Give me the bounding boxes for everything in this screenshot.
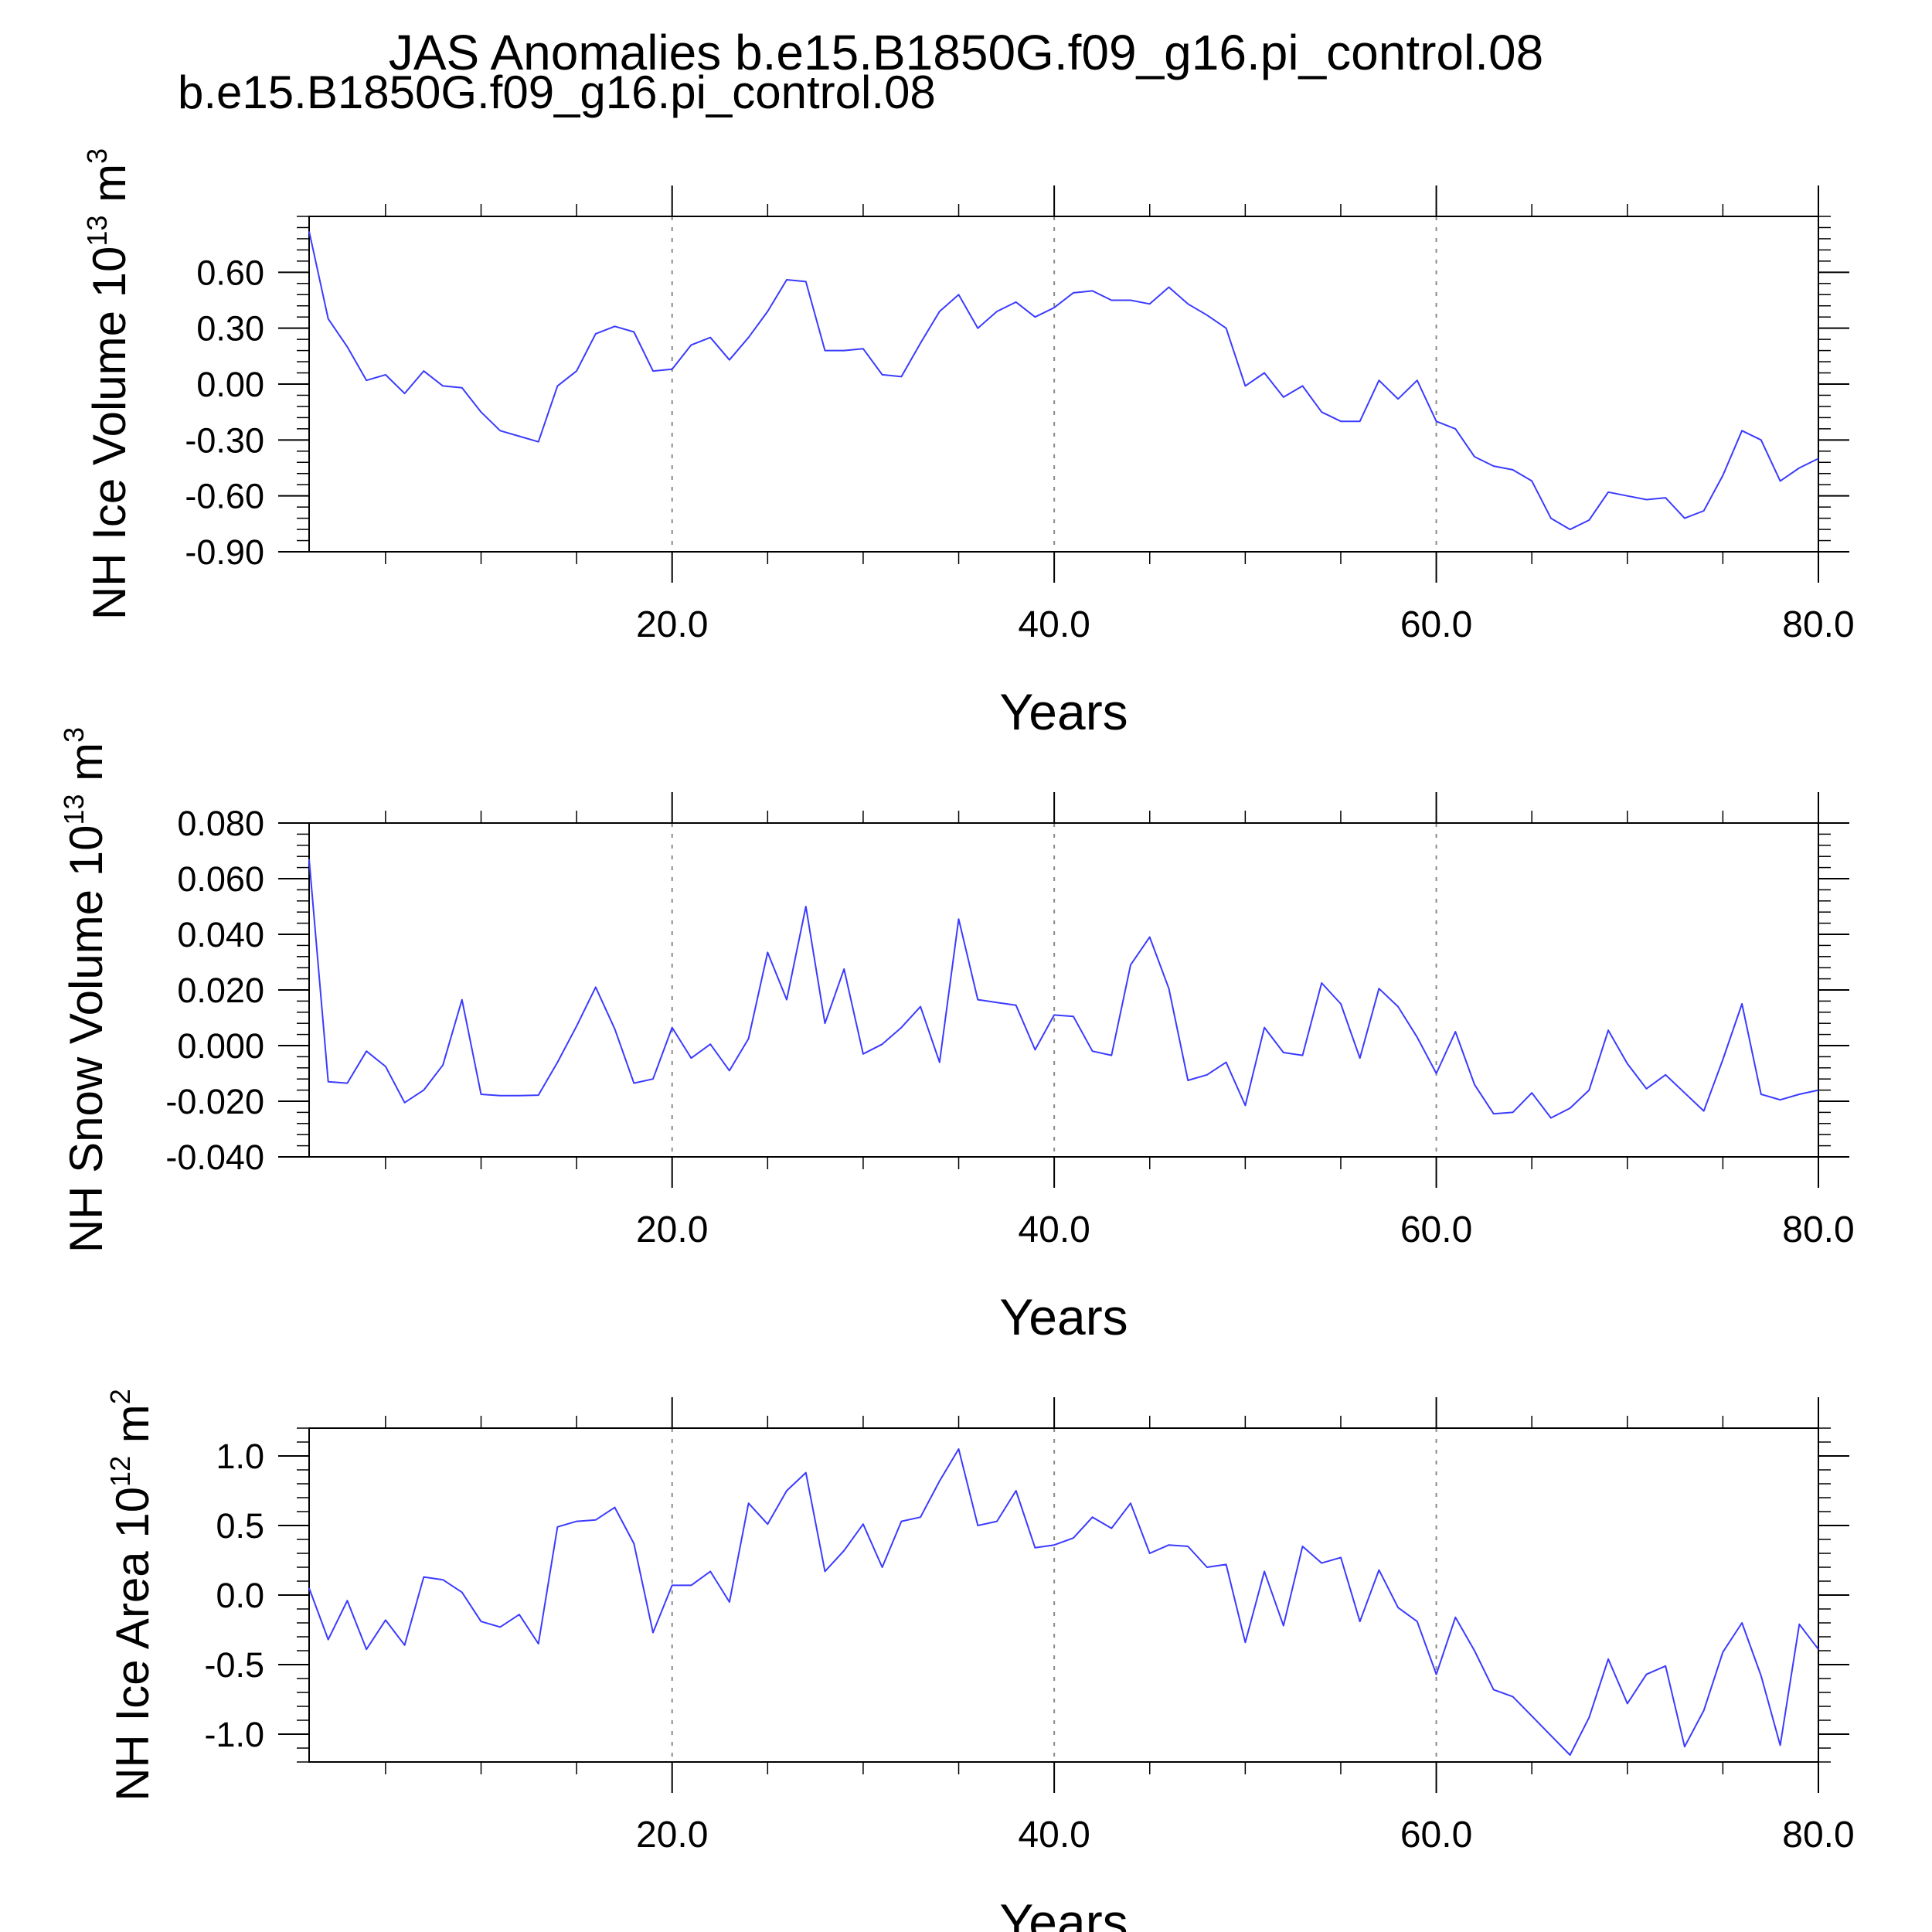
y-tick-label: 1.0: [216, 1437, 264, 1476]
y-tick-label: -0.040: [165, 1138, 264, 1177]
y-tick-label: 0.080: [177, 804, 264, 843]
plot-frame: [308, 822, 1819, 1158]
y-axis-label: NH Ice Volume 1013 m3: [81, 148, 135, 620]
series-line-1: [308, 859, 1819, 1119]
y-tick-label: -0.30: [185, 420, 264, 460]
chart-panel-1: 20.0 40.0 60.0 80.0 -0.90 -0.60 -0.30 0.00 0.30 0…: [81, 148, 1855, 740]
x-axis-label: Years: [999, 683, 1128, 740]
y-tick-label: 0.5: [216, 1506, 264, 1546]
plot-frame: [308, 1427, 1819, 1763]
series-line-1: [308, 1448, 1819, 1756]
y-tick-label: -1.0: [204, 1715, 264, 1754]
y-tick-label: -0.020: [165, 1082, 264, 1121]
x-tick-label: 60.0: [1400, 604, 1472, 645]
x-axis-label: Years: [999, 1288, 1128, 1345]
y-tick-label: 0.040: [177, 915, 264, 954]
y-tick-label: -0.90: [185, 532, 264, 572]
x-tick-label: 20.0: [636, 1815, 708, 1855]
y-axis-label-exponent: 12: [104, 1456, 136, 1487]
y-tick-label: 0.020: [177, 971, 264, 1010]
plot-frame: [308, 216, 1819, 553]
y-tick-label: 0.00: [196, 365, 264, 404]
series-line-1: [308, 231, 1819, 531]
x-tick-label: 40.0: [1018, 1815, 1090, 1855]
y-tick-label: -0.60: [185, 477, 264, 516]
x-tick-label: 60.0: [1400, 1209, 1472, 1250]
y-axis-label-unit-exponent: 2: [104, 1389, 136, 1404]
y-axis-label-unit: m: [83, 164, 135, 216]
x-axis-label: Years: [999, 1893, 1128, 1932]
y-axis-label-unit: m: [107, 1404, 158, 1456]
x-tick-label: 80.0: [1782, 1209, 1854, 1250]
y-axis-label: NH Ice Area 1012 m2: [104, 1389, 158, 1801]
y-axis-label-exponent: 13: [58, 794, 90, 825]
y-axis-label-main: NH Snow Volume 10: [60, 825, 112, 1253]
figure-subtitle: b.e15.B1850G.f09_g16.pi_control.08: [178, 66, 936, 118]
y-axis-label-unit-exponent: 3: [58, 727, 90, 743]
x-tick-label: 40.0: [1018, 604, 1090, 645]
chart-panel-3: 20.0 40.0 60.0 80.0 -1.0 -0.5 0.0 0.5 1.0 Years NH…: [104, 1389, 1855, 1932]
figure-title: JAS Anomalies b.e15.B1850G.f09_g16.pi_co…: [389, 25, 1543, 80]
y-axis-label-main: NH Ice Volume 10: [83, 247, 135, 621]
y-tick-label: 0.30: [196, 309, 264, 349]
x-tick-label: 40.0: [1018, 1209, 1090, 1250]
y-axis-label-unit: m: [60, 743, 112, 794]
y-tick-label: 0.60: [196, 253, 264, 292]
chart-panel-2: 20.0 40.0 60.0 80.0 -0.040 -0.020 0.000 0.020 0.…: [58, 727, 1855, 1345]
x-tick-label: 20.0: [636, 1209, 708, 1250]
panels: 20.0 40.0 60.0 80.0-0.90-0.60-0.300.000.300…: [58, 148, 1855, 1932]
y-axis-label: NH Snow Volume 1013 m3: [58, 727, 112, 1253]
y-tick-label: 0.000: [177, 1026, 264, 1066]
x-tick-label: 80.0: [1782, 1815, 1854, 1855]
x-tick-label: 60.0: [1400, 1815, 1472, 1855]
y-tick-label: 0.060: [177, 859, 264, 899]
y-tick-label: 0.0: [216, 1576, 264, 1615]
y-axis-label-main: NH Ice Area 10: [107, 1487, 158, 1801]
x-tick-label: 20.0: [636, 604, 708, 645]
y-axis-label-unit-exponent: 3: [81, 148, 113, 164]
y-tick-label: -0.5: [204, 1645, 264, 1685]
y-axis-label-exponent: 13: [81, 216, 113, 247]
x-tick-label: 80.0: [1782, 604, 1854, 645]
